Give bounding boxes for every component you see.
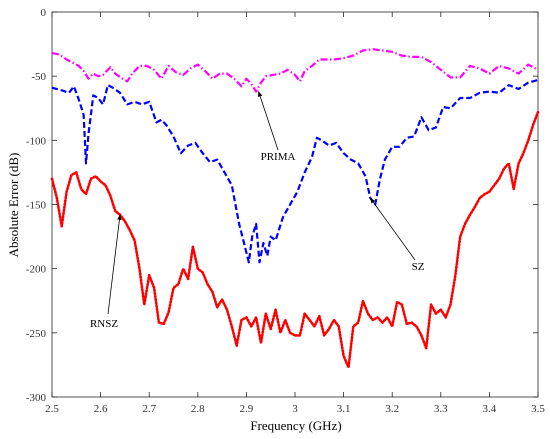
annotation-layer: PRIMA SZ RNSZ (90, 91, 425, 330)
x-tick-label: 2.7 (142, 403, 156, 415)
x-tick-label: 2.6 (94, 403, 108, 415)
x-tick-label: 3.4 (483, 403, 497, 415)
y-tick-label: -200 (26, 264, 47, 276)
series-line-rnsz (50, 110, 540, 369)
plot-frame (51, 11, 539, 398)
annotation-label-rnsz: RNSZ (90, 318, 118, 330)
plot-area (51, 11, 539, 398)
x-tick-label: 3.3 (434, 403, 448, 415)
annotation-arrow-sz (370, 197, 416, 261)
y-tick-label: -100 (26, 135, 47, 147)
series-layer (50, 48, 540, 369)
annotation-arrow-prima (258, 91, 279, 151)
x-tick-label: 3.1 (337, 403, 351, 415)
x-tick-label: 2.9 (240, 403, 254, 415)
series-line-prima (51, 48, 539, 93)
y-tick-label: -250 (26, 328, 47, 340)
x-tick-label: 3.2 (385, 403, 399, 415)
axes-layer: 2.5 2.6 2.7 2.8 2.9 3 3.1 3.2 3.3 3.4 3.5 0 -50 -100 -… (26, 7, 546, 415)
x-tick-label: 3 (292, 403, 298, 415)
y-axis-title: Absolute Error (dB) (6, 153, 21, 258)
y-tick-label: -300 (26, 392, 47, 404)
x-axis-title: Frequency (GHz) (250, 418, 341, 433)
annotation-arrow-rnsz (107, 214, 122, 315)
annotation-label-sz: SZ (412, 261, 425, 273)
y-tick-label: -150 (26, 200, 47, 212)
y-tick-label: 0 (41, 7, 47, 19)
x-tick-label: 3.5 (531, 403, 545, 415)
y-tick-label: -50 (31, 71, 46, 83)
x-tick-label: 2.8 (191, 403, 205, 415)
x-tick-label: 2.5 (45, 403, 59, 415)
series-line-sz (51, 78, 539, 264)
annotation-label-prima: PRIMA (261, 151, 296, 163)
